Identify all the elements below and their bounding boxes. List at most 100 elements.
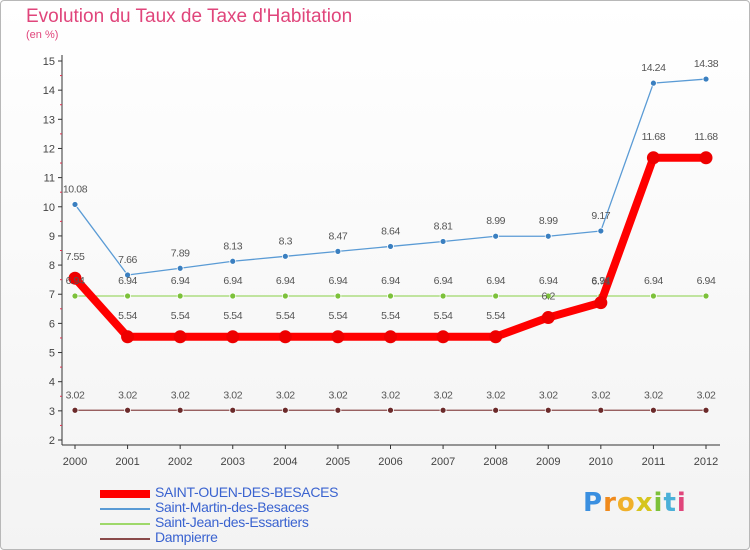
data-label: 6.94 — [276, 275, 295, 287]
y-tick-label: 7 — [49, 289, 55, 301]
x-tick-label: 2007 — [431, 456, 455, 468]
y-tick-label: 9 — [49, 231, 55, 243]
data-point — [71, 292, 79, 300]
legend-item: Saint-Jean-des-Essartiers — [100, 514, 400, 531]
data-point — [597, 227, 605, 235]
data-point — [278, 330, 292, 344]
data-label: 5.54 — [381, 310, 400, 322]
legend-swatch — [100, 538, 150, 540]
legend-swatch — [100, 508, 150, 510]
data-point — [387, 243, 394, 250]
data-point — [439, 292, 447, 300]
x-tick-label: 2006 — [378, 456, 402, 468]
legend-label: Saint-Jean-des-Essartiers — [155, 514, 309, 530]
data-point — [650, 292, 657, 300]
logo-letter: x — [635, 488, 654, 518]
data-point — [646, 151, 660, 165]
data-label: 3.02 — [276, 389, 295, 401]
data-label: 6.94 — [171, 275, 190, 287]
x-tick-label: 2003 — [221, 456, 245, 468]
data-point — [334, 292, 342, 300]
data-point — [439, 238, 447, 245]
data-point — [121, 330, 135, 344]
data-label: 6.2 — [542, 291, 556, 303]
y-tick-label: 15 — [43, 56, 55, 68]
data-label: 3.02 — [644, 389, 663, 401]
data-label: 5.54 — [328, 310, 347, 322]
data-label: 7.66 — [118, 254, 137, 266]
data-label: 5.54 — [118, 310, 137, 322]
y-tick-label: 12 — [43, 143, 55, 155]
data-label: 3.02 — [697, 389, 716, 401]
data-point — [71, 201, 79, 208]
data-label: 3.02 — [381, 389, 400, 401]
data-label: 6.94 — [223, 275, 242, 287]
data-label: 8.64 — [381, 225, 400, 237]
data-label: 9.17 — [591, 210, 610, 222]
data-point — [702, 292, 710, 300]
data-label: 7.55 — [66, 251, 85, 263]
data-point — [650, 406, 657, 414]
data-label: 6.94 — [697, 275, 716, 287]
x-tick-label: 2000 — [63, 456, 87, 468]
data-label: 8.47 — [328, 230, 347, 242]
data-label: 8.81 — [434, 220, 453, 232]
data-point — [384, 330, 397, 344]
data-label: 5.54 — [486, 310, 505, 322]
data-point — [334, 406, 342, 414]
data-point — [173, 330, 187, 344]
logo-letter: r — [603, 488, 617, 518]
data-point — [229, 257, 237, 265]
data-label: 10.08 — [63, 183, 88, 195]
logo-letter: i — [676, 488, 687, 518]
logo-letter: i — [653, 488, 664, 518]
data-point — [281, 252, 289, 260]
legend-label: Dampierre — [155, 529, 218, 545]
x-tick-label: 2009 — [536, 456, 560, 468]
data-label: 5.54 — [434, 310, 453, 322]
data-point — [387, 406, 394, 414]
data-label: 7.89 — [171, 247, 190, 259]
data-point — [541, 311, 555, 325]
chart-title: Evolution du Taux de Taxe d'Habitation — [26, 6, 353, 27]
data-point — [124, 271, 131, 279]
y-tick-label: 11 — [44, 173, 55, 185]
data-point — [68, 271, 82, 285]
logo-letter: o — [616, 488, 636, 518]
data-label: 14.24 — [641, 62, 666, 74]
data-point — [124, 406, 131, 414]
data-label: 8.99 — [486, 215, 505, 227]
data-label: 11.68 — [694, 131, 718, 143]
data-point — [489, 330, 503, 344]
data-label: 5.54 — [276, 310, 295, 322]
x-tick-label: 2002 — [168, 456, 192, 468]
data-point — [281, 406, 289, 414]
data-point — [124, 292, 131, 300]
x-tick-label: 2011 — [642, 456, 666, 468]
data-label: 6.94 — [118, 275, 137, 287]
x-tick-label: 2004 — [273, 456, 297, 468]
data-label: 6.94 — [434, 275, 453, 287]
data-label: 3.02 — [171, 389, 190, 401]
data-point — [702, 406, 710, 414]
data-point — [597, 406, 605, 414]
y-tick-label: 2 — [49, 435, 55, 447]
data-point — [699, 151, 713, 165]
data-label: 3.02 — [486, 389, 505, 401]
data-point — [594, 296, 608, 310]
data-label: 11.68 — [642, 131, 666, 143]
x-tick-label: 2010 — [589, 456, 613, 468]
x-tick-label: 2005 — [326, 456, 350, 468]
legend-item: SAINT-OUEN-DES-BESACES — [100, 484, 400, 501]
data-point — [176, 264, 184, 272]
data-point — [492, 406, 500, 414]
data-label: 3.02 — [328, 389, 347, 401]
data-label: 6.94 — [486, 275, 505, 287]
y-tick-label: 10 — [43, 202, 55, 214]
legend-label: SAINT-OUEN-DES-BESACES — [155, 484, 339, 500]
data-label: 5.54 — [171, 310, 190, 322]
data-label: 6.94 — [644, 275, 663, 287]
data-point — [226, 330, 240, 344]
data-point — [436, 330, 450, 344]
